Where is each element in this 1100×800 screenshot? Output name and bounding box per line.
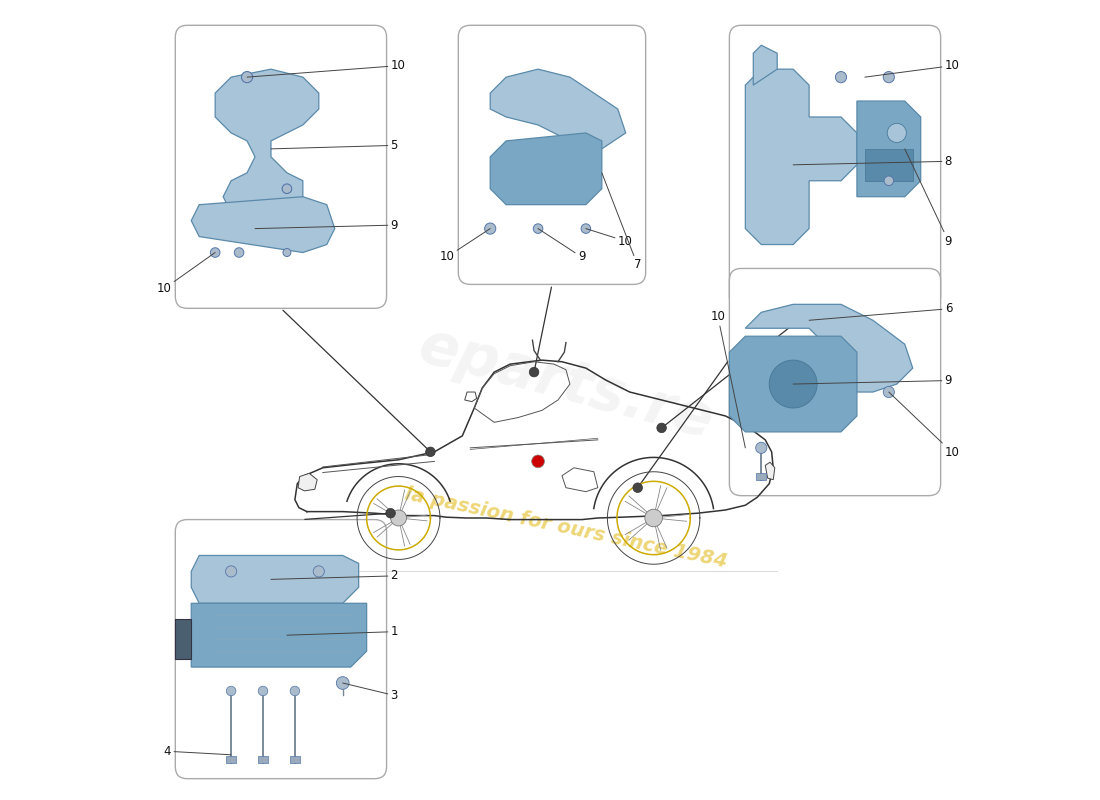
Circle shape: [888, 123, 906, 142]
Circle shape: [529, 367, 539, 377]
Polygon shape: [491, 69, 626, 149]
Bar: [757, 474, 766, 480]
Polygon shape: [175, 619, 191, 659]
Text: eparts.re: eparts.re: [412, 318, 719, 450]
Bar: [258, 756, 267, 762]
Text: 9: 9: [538, 229, 585, 263]
Polygon shape: [729, 336, 857, 432]
Polygon shape: [857, 101, 921, 197]
Text: 5: 5: [271, 139, 398, 152]
Text: 7: 7: [602, 173, 641, 271]
Polygon shape: [216, 69, 319, 221]
Circle shape: [426, 447, 436, 457]
Bar: [290, 756, 299, 762]
Text: 10: 10: [711, 310, 746, 448]
Polygon shape: [746, 69, 857, 245]
Circle shape: [242, 71, 253, 82]
Text: 2: 2: [271, 570, 398, 582]
Text: 10: 10: [865, 59, 959, 77]
Polygon shape: [191, 555, 359, 603]
Text: 1: 1: [287, 625, 398, 638]
Text: 10: 10: [586, 229, 632, 247]
Circle shape: [283, 249, 290, 257]
Text: 9: 9: [255, 218, 398, 231]
Circle shape: [314, 566, 324, 577]
Circle shape: [883, 71, 894, 82]
Text: 10: 10: [156, 253, 216, 295]
Polygon shape: [191, 603, 366, 667]
FancyBboxPatch shape: [729, 269, 940, 496]
Circle shape: [657, 423, 667, 433]
Text: 10: 10: [440, 229, 491, 263]
Bar: [227, 756, 235, 762]
Text: 9: 9: [793, 374, 953, 387]
Circle shape: [581, 224, 591, 234]
Circle shape: [210, 248, 220, 258]
Circle shape: [835, 71, 847, 82]
Text: 10: 10: [889, 392, 959, 459]
Text: 3: 3: [343, 683, 398, 702]
Circle shape: [386, 509, 395, 518]
Circle shape: [531, 455, 544, 468]
Circle shape: [632, 483, 642, 493]
FancyBboxPatch shape: [175, 26, 386, 308]
Circle shape: [234, 248, 244, 258]
Text: 6: 6: [810, 302, 953, 320]
Circle shape: [756, 442, 767, 454]
Polygon shape: [298, 474, 317, 491]
Circle shape: [883, 386, 894, 398]
Circle shape: [282, 184, 292, 194]
FancyBboxPatch shape: [175, 519, 386, 778]
Text: 9: 9: [905, 149, 953, 247]
Circle shape: [769, 360, 817, 408]
Polygon shape: [191, 197, 334, 253]
Circle shape: [337, 677, 349, 690]
Text: 4: 4: [164, 745, 231, 758]
FancyBboxPatch shape: [459, 26, 646, 285]
Circle shape: [485, 223, 496, 234]
Circle shape: [227, 686, 235, 696]
Circle shape: [390, 510, 407, 526]
Text: 8: 8: [793, 155, 952, 168]
Circle shape: [534, 224, 542, 234]
Polygon shape: [766, 462, 774, 480]
Polygon shape: [491, 133, 602, 205]
Circle shape: [258, 686, 267, 696]
Circle shape: [290, 686, 299, 696]
Polygon shape: [746, 304, 913, 392]
Circle shape: [645, 510, 662, 526]
FancyBboxPatch shape: [729, 26, 940, 308]
Text: 10: 10: [248, 59, 406, 77]
Bar: [865, 149, 913, 181]
Text: la passion for ours since 1984: la passion for ours since 1984: [403, 484, 729, 571]
Circle shape: [226, 566, 236, 577]
Polygon shape: [754, 46, 778, 85]
Circle shape: [884, 176, 893, 186]
